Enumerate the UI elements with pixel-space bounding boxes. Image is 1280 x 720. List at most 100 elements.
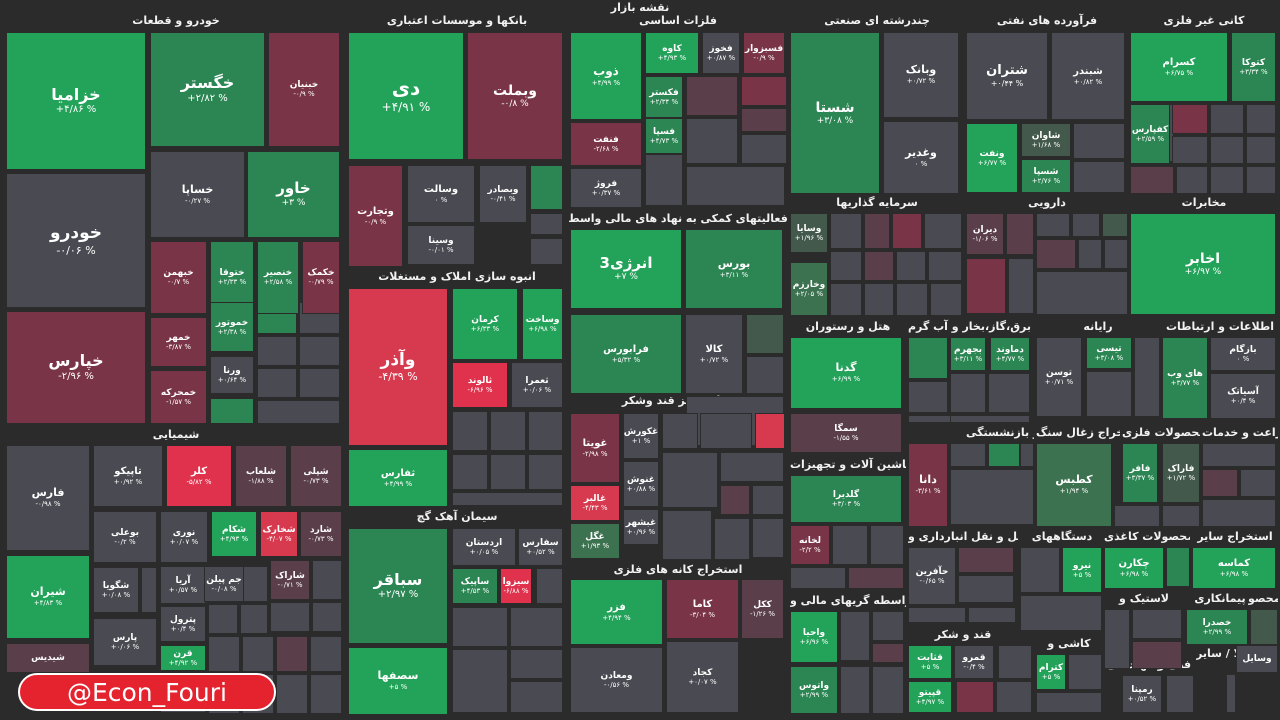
- stock-tile[interactable]: وغدیر ۰ %: [883, 121, 959, 194]
- stock-tile[interactable]: چکارن +۶/۹۸ %: [1104, 547, 1164, 589]
- stock-tile[interactable]: خصدرا +۲/۹۹ %: [1186, 609, 1248, 645]
- stock-tile[interactable]: نیرو +۵ %: [1062, 547, 1102, 593]
- stock-tile[interactable]: خمحرکه -۱/۵۷ %: [150, 370, 207, 424]
- stock-tile[interactable]: کاوه +۴/۹۳ %: [645, 32, 699, 74]
- stock-tile[interactable]: کتوکا +۳/۳۴ %: [1231, 32, 1276, 102]
- stock-tile[interactable]: انرژی3 +۷ %: [570, 229, 682, 309]
- stock-tile[interactable]: وسایا +۱/۹۶ %: [790, 213, 828, 253]
- stock-tile[interactable]: خپارس -۲/۹۶ %: [6, 311, 146, 424]
- stock-tile[interactable]: شپلی -۰/۷۳ %: [290, 445, 342, 507]
- stock-tile[interactable]: فخوز +۰/۸۷ %: [702, 32, 740, 74]
- stock-tile[interactable]: وبانک +۰/۷۲ %: [883, 32, 959, 118]
- stock-tile[interactable]: فکستر +۲/۳۴ %: [645, 76, 683, 118]
- stock-tile[interactable]: وآذر -۴/۳۹ %: [348, 288, 448, 446]
- stock-tile[interactable]: گدنا +۶/۹۹ %: [790, 337, 902, 409]
- stock-tile[interactable]: قرن +۴/۹۲ %: [160, 645, 206, 671]
- stock-tile[interactable]: جم پیلن -۰/۰۸ %: [204, 566, 244, 602]
- stock-tile[interactable]: فافر +۳/۳۷ %: [1122, 443, 1158, 503]
- stock-tile[interactable]: قثابت +۵ %: [908, 645, 952, 679]
- stock-tile[interactable]: خبنیان -۰/۹ %: [268, 32, 340, 147]
- stock-tile[interactable]: دیران -۱/۰۶ %: [966, 213, 1004, 255]
- stock-tile[interactable]: ختوقا +۲/۳۳ %: [210, 241, 254, 314]
- stock-tile[interactable]: شسپا +۲/۷۶ %: [1021, 159, 1071, 193]
- stock-tile[interactable]: قپیتو +۴/۹۷ %: [908, 681, 952, 713]
- stock-tile[interactable]: شارد -۰/۷۳ %: [300, 511, 342, 557]
- stock-tile[interactable]: واتوس +۲/۹۹ %: [790, 666, 838, 714]
- stock-tile[interactable]: کرمان +۶/۳۳ %: [452, 288, 518, 360]
- stock-tile[interactable]: شاوان +۱/۶۸ %: [1021, 123, 1071, 157]
- stock-tile[interactable]: شخارک -۴/۰۷ %: [260, 511, 298, 557]
- stock-tile[interactable]: کترام +۵ %: [1036, 654, 1066, 690]
- stock-tile[interactable]: حآفرین -۰/۶۵ %: [908, 547, 956, 605]
- stock-tile[interactable]: ذوب +۴/۹۹ %: [570, 32, 642, 120]
- stock-tile[interactable]: کاما -۳/۰۴ %: [666, 579, 739, 639]
- stock-tile[interactable]: ومعادن -۰/۵۶ %: [570, 647, 663, 713]
- stock-tile[interactable]: لخانه -۲/۲ %: [790, 525, 830, 565]
- stock-tile[interactable]: سباقر +۲/۹۷ %: [348, 528, 448, 644]
- stock-tile[interactable]: واحیا +۶/۹۶ %: [790, 611, 838, 663]
- stock-tile[interactable]: گلدیرا +۳/۰۳ %: [790, 475, 902, 523]
- stock-tile[interactable]: نوری +۰/۰۷ %: [160, 511, 208, 563]
- stock-tile[interactable]: کسرام +۶/۷۵ %: [1130, 32, 1228, 102]
- stock-tile[interactable]: وسینا -۰/۰۱ %: [407, 225, 475, 265]
- stock-tile[interactable]: وسالت ۰ %: [407, 165, 475, 223]
- stock-tile[interactable]: رمپنا +۰/۵۲ %: [1122, 675, 1162, 713]
- stock-tile[interactable]: شگویا +۰/۰۸ %: [93, 567, 139, 613]
- stock-tile[interactable]: شیدیس: [6, 643, 90, 673]
- stock-tile[interactable]: فسبزوار -۰/۹ %: [743, 32, 785, 74]
- stock-tile[interactable]: کطبس +۱/۹۴ %: [1036, 443, 1112, 527]
- stock-tile[interactable]: فارس -۰/۹۸ %: [6, 445, 90, 551]
- stock-tile[interactable]: خکمک -۰/۷۹ %: [302, 241, 340, 314]
- stock-tile[interactable]: قمرو -۰/۴ %: [954, 645, 994, 679]
- stock-tile[interactable]: ککل -۱/۲۶ %: [741, 579, 784, 639]
- stock-tile[interactable]: ثعمرا +۰/۰۶ %: [511, 362, 563, 408]
- stock-tile[interactable]: ونفت +۶/۷۷ %: [966, 123, 1018, 193]
- stock-tile[interactable]: خگستر +۲/۸۲ %: [150, 32, 265, 147]
- stock-tile[interactable]: وبصادر -۰/۴۱ %: [479, 165, 527, 223]
- stock-tile[interactable]: خساپا -۰/۲۷ %: [150, 151, 245, 238]
- stock-tile[interactable]: وتجارت -۰/۹ %: [348, 165, 403, 267]
- stock-tile[interactable]: بورس +۳/۱۱ %: [685, 229, 783, 309]
- stock-tile[interactable]: سصفها +۵ %: [348, 647, 448, 715]
- stock-tile[interactable]: وسایل: [1236, 645, 1278, 673]
- stock-tile[interactable]: شلعاب -۱/۸۸ %: [235, 445, 287, 507]
- stock-tile[interactable]: شاراک -۰/۷۱ %: [270, 560, 310, 600]
- stock-tile[interactable]: سفارس +۰/۵۲ %: [518, 528, 563, 566]
- stock-tile[interactable]: غگل +۱/۹۳ %: [570, 523, 620, 559]
- stock-tile[interactable]: فاراک +۱/۷۲ %: [1162, 443, 1200, 503]
- stock-tile[interactable]: تاپیکو +۰/۹۲ %: [93, 445, 163, 507]
- stock-tile[interactable]: کماسه +۶/۹۸ %: [1192, 547, 1276, 589]
- stock-tile[interactable]: خنصیر +۲/۵۸ %: [257, 241, 299, 314]
- stock-tile[interactable]: غویتا -۲/۹۸ %: [570, 413, 620, 483]
- stock-tile[interactable]: فسپا +۴/۷۳ %: [645, 118, 683, 154]
- stock-tile[interactable]: سیزوا -۶/۸۸ %: [500, 568, 532, 604]
- stock-tile[interactable]: فروژ +۰/۳۷ %: [570, 168, 642, 208]
- stock-tile[interactable]: خموتور +۲/۳۸ %: [210, 302, 254, 352]
- stock-tile[interactable]: خودرو -۰/۰۶ %: [6, 173, 146, 308]
- stock-tile[interactable]: های وب +۳/۷۷ %: [1162, 337, 1208, 419]
- stock-tile[interactable]: کلر -۵/۸۲ %: [166, 445, 232, 507]
- stock-tile[interactable]: وساخت +۶/۹۸ %: [522, 288, 563, 360]
- stock-tile[interactable]: بازگام ۰ %: [1210, 337, 1276, 371]
- stock-tile[interactable]: فزر +۴/۹۴ %: [570, 579, 663, 645]
- stock-tile[interactable]: وبملت -۰/۸ %: [467, 32, 563, 160]
- stock-tile[interactable]: کفپارس +۲/۵۹ %: [1130, 104, 1170, 164]
- stock-tile[interactable]: غکورش +۱ %: [623, 413, 659, 459]
- stock-tile[interactable]: آسیاتک +۰/۴ %: [1210, 373, 1276, 419]
- stock-tile[interactable]: تیسی +۳/۰۸ %: [1086, 337, 1132, 369]
- stock-tile[interactable]: دانا -۳/۶۱ %: [908, 443, 948, 527]
- stock-tile[interactable]: غبشهر +۰/۹۶ %: [623, 509, 659, 545]
- stock-tile[interactable]: بجهرم +۳/۱۱ %: [950, 337, 986, 371]
- stock-tile[interactable]: سمگا -۱/۵۵ %: [790, 413, 902, 453]
- stock-tile[interactable]: آریا +۰/۵۷ %: [160, 566, 206, 604]
- stock-tile[interactable]: خاور +۳ %: [247, 151, 340, 238]
- stock-tile[interactable]: اخابر +۶/۹۷ %: [1130, 213, 1276, 315]
- stock-tile[interactable]: توسن +۰/۷۱ %: [1036, 337, 1082, 417]
- stock-tile[interactable]: فرابورس +۵/۳۲ %: [570, 314, 682, 394]
- stock-tile[interactable]: شیران +۴/۸۳ %: [6, 555, 90, 639]
- stock-tile[interactable]: شکام +۴/۹۳ %: [211, 511, 257, 557]
- stock-tile[interactable]: شستا +۳/۰۸ %: [790, 32, 880, 194]
- stock-tile[interactable]: اردستان +۰/۰۵ %: [452, 528, 516, 566]
- stock-tile[interactable]: کالا +۰/۷۲ %: [685, 314, 743, 394]
- stock-tile[interactable]: غالبر -۴/۴۳ %: [570, 485, 620, 521]
